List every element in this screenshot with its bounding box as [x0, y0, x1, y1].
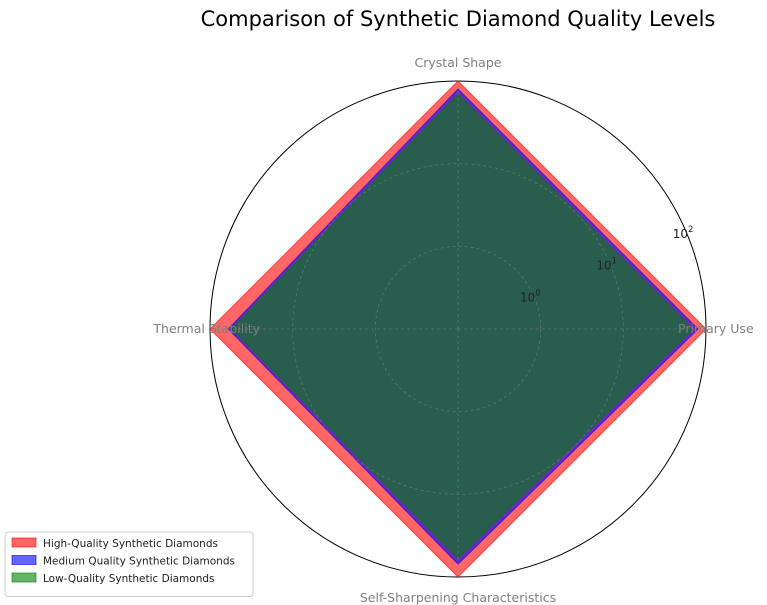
- legend-swatch: [11, 572, 37, 583]
- series-polygon: [230, 93, 694, 560]
- radial-tick-labels: 100 101 102: [520, 225, 693, 304]
- legend-swatch: [11, 537, 37, 548]
- chart-title: Comparison of Synthetic Diamond Quality …: [201, 7, 716, 31]
- axis-label: Self-Sharpening Characteristics: [360, 590, 556, 605]
- radial-tick-label: 102: [673, 225, 694, 241]
- grid-circle-overlay: [374, 245, 542, 413]
- legend-label: High-Quality Synthetic Diamonds: [43, 538, 218, 550]
- radial-tick-label: 101: [596, 257, 617, 273]
- legend-frame: [4, 531, 254, 597]
- legend-label: Low-Quality Synthetic Diamonds: [43, 573, 215, 585]
- grid-circle-overlay: [292, 163, 624, 495]
- legend: High-Quality Synthetic Diamonds Medium Qu…: [4, 531, 254, 597]
- series-layer: [209, 80, 707, 578]
- radial-tick-label: 100: [520, 288, 541, 304]
- legend-swatch: [11, 555, 37, 565]
- axis-labels: Primary Use Crystal Shape Thermal Stabilit…: [152, 55, 754, 605]
- axis-label: Primary Use: [678, 321, 754, 336]
- axis-label: Thermal Stability: [152, 321, 260, 336]
- axis-label: Crystal Shape: [415, 55, 502, 70]
- legend-label: Medium Quality Synthetic Diamonds: [43, 556, 235, 568]
